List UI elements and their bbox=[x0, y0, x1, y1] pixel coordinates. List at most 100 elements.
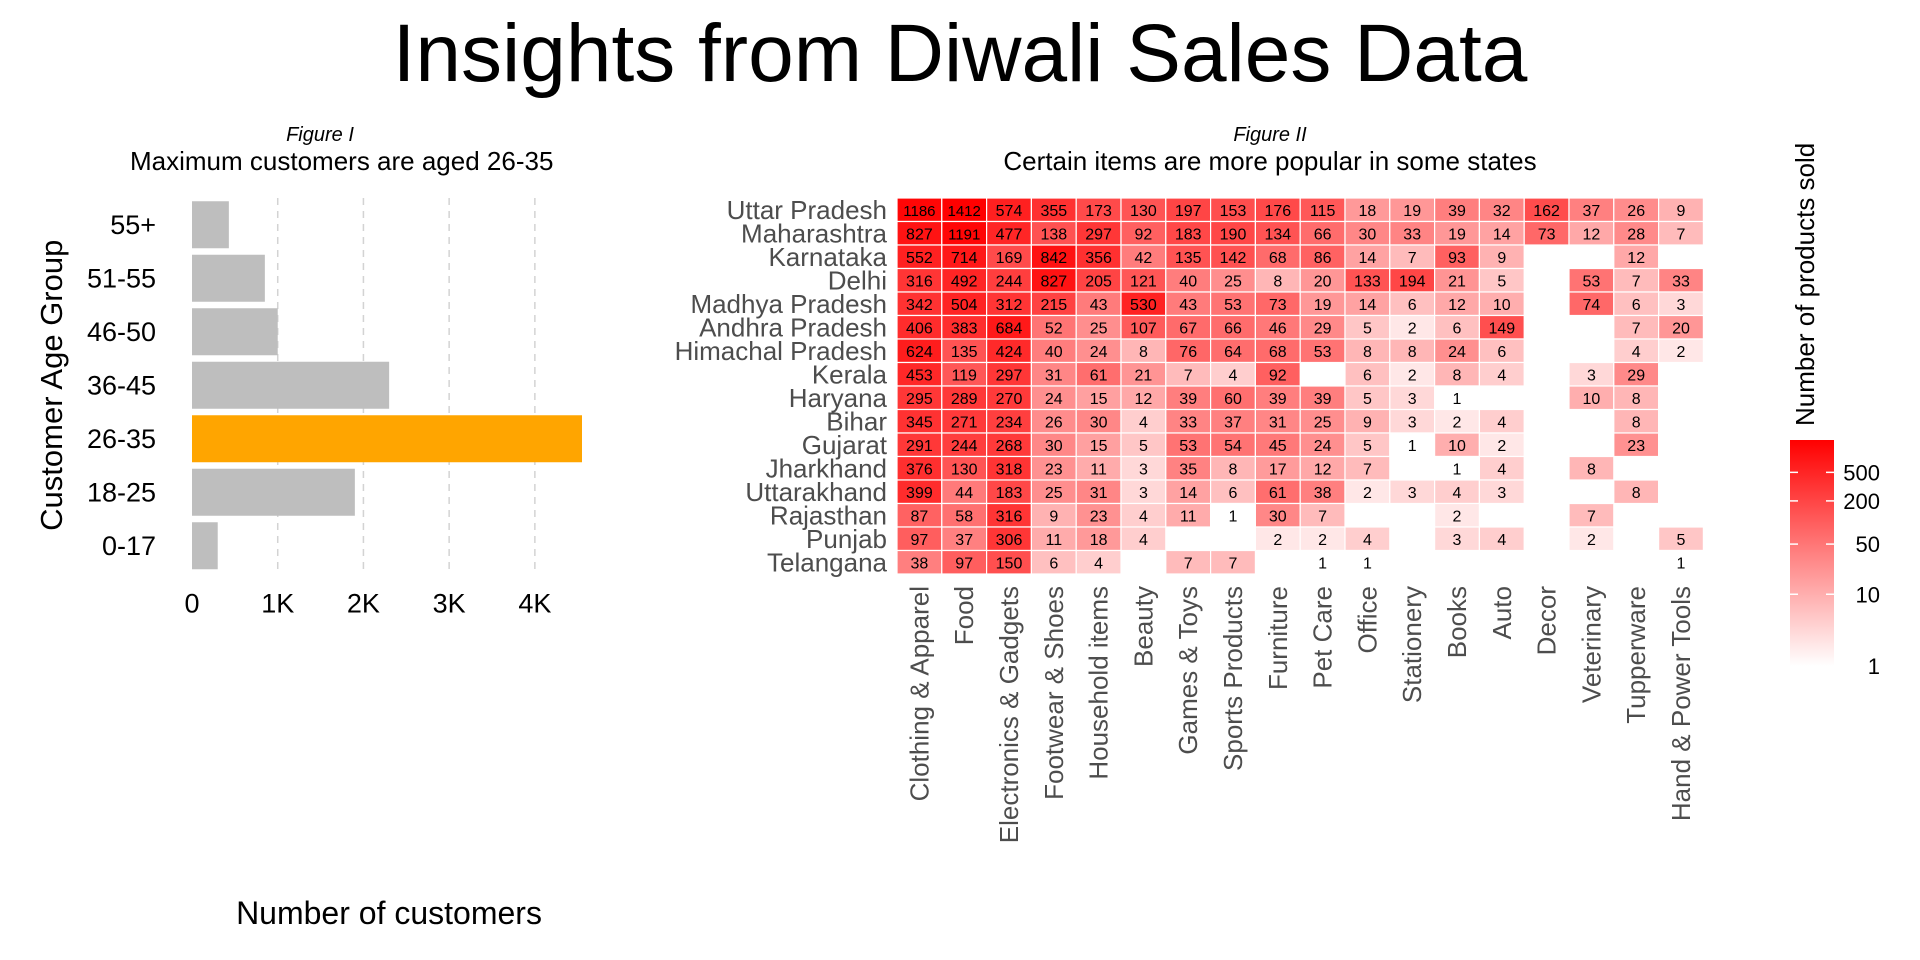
x-tick-label: 2K bbox=[347, 589, 380, 619]
heatmap-cell bbox=[1478, 361, 1525, 387]
cell-value: 31 bbox=[1269, 414, 1287, 431]
cell-value: 44 bbox=[955, 485, 973, 502]
cell-value: 714 bbox=[951, 250, 978, 267]
cell-value: 23 bbox=[1045, 461, 1063, 478]
cell-value: 234 bbox=[996, 414, 1023, 431]
cell-value: 173 bbox=[1085, 203, 1112, 220]
cell-value: 43 bbox=[1090, 297, 1108, 314]
cell-value: 406 bbox=[906, 320, 933, 337]
cell-value: 2 bbox=[1273, 532, 1282, 549]
cell-value: 530 bbox=[1130, 297, 1157, 314]
main-title: Insights from Diwali Sales Data bbox=[392, 8, 1528, 99]
column-label: Games & Toys bbox=[1173, 586, 1203, 755]
cell-value: 3 bbox=[1677, 297, 1686, 314]
cell-value: 8 bbox=[1139, 344, 1148, 361]
row-label: Uttarakhand bbox=[745, 477, 887, 507]
cell-value: 827 bbox=[1040, 273, 1067, 290]
legend-tick-label: 200 bbox=[1843, 489, 1880, 514]
bar-36-45 bbox=[192, 361, 390, 409]
cell-value: 2 bbox=[1408, 367, 1417, 384]
cell-value: 37 bbox=[1583, 203, 1601, 220]
bar-18-25 bbox=[192, 468, 355, 516]
cell-value: 68 bbox=[1269, 344, 1287, 361]
cell-value: 5 bbox=[1677, 532, 1686, 549]
column-label: Stationery bbox=[1397, 586, 1427, 703]
cell-value: 842 bbox=[1040, 250, 1067, 267]
cell-value: 291 bbox=[906, 438, 933, 455]
cell-value: 15 bbox=[1090, 438, 1108, 455]
bar-46-50 bbox=[192, 308, 278, 356]
cell-value: 183 bbox=[996, 485, 1023, 502]
cell-value: 1 bbox=[1318, 555, 1327, 572]
cell-value: 3 bbox=[1587, 367, 1596, 384]
column-label: Tupperware bbox=[1621, 586, 1651, 724]
cell-value: 4 bbox=[1363, 532, 1372, 549]
heatmap-cell bbox=[1478, 479, 1525, 505]
cell-value: 4 bbox=[1453, 485, 1462, 502]
cell-value: 25 bbox=[1090, 320, 1108, 337]
cell-value: 7 bbox=[1229, 555, 1238, 572]
row-label: Maharashtra bbox=[741, 218, 887, 248]
row-label: Andhra Pradesh bbox=[699, 312, 887, 342]
cell-value: 2 bbox=[1677, 344, 1686, 361]
cell-value: 33 bbox=[1403, 226, 1421, 243]
column-label: Auto bbox=[1487, 586, 1517, 640]
y-tick-label: 18-25 bbox=[87, 477, 156, 507]
cell-value: 244 bbox=[996, 273, 1023, 290]
color-legend-bar bbox=[1790, 440, 1834, 666]
cell-value: 355 bbox=[1040, 203, 1067, 220]
cell-value: 19 bbox=[1314, 297, 1332, 314]
y-tick-label: 36-45 bbox=[87, 370, 156, 400]
cell-value: 14 bbox=[1493, 226, 1511, 243]
cell-value: 42 bbox=[1135, 250, 1153, 267]
column-label: Decor bbox=[1532, 586, 1562, 656]
heatmap-cell bbox=[1657, 338, 1704, 364]
cell-value: 5 bbox=[1363, 391, 1372, 408]
column-label: Office bbox=[1352, 586, 1382, 653]
cell-value: 14 bbox=[1359, 250, 1377, 267]
cell-value: 133 bbox=[1354, 273, 1381, 290]
cell-value: 52 bbox=[1045, 320, 1063, 337]
cell-value: 1191 bbox=[948, 226, 980, 243]
cell-value: 5 bbox=[1363, 438, 1372, 455]
x-tick-label: 4K bbox=[518, 589, 551, 619]
cell-value: 46 bbox=[1269, 320, 1287, 337]
cell-value: 61 bbox=[1090, 367, 1108, 384]
cell-value: 295 bbox=[906, 391, 933, 408]
x-tick-label: 3K bbox=[433, 589, 466, 619]
cell-value: 4 bbox=[1139, 414, 1148, 431]
cell-value: 289 bbox=[951, 391, 978, 408]
cell-value: 24 bbox=[1314, 438, 1332, 455]
column-label: Beauty bbox=[1128, 586, 1158, 667]
legend-tick-label: 10 bbox=[1856, 582, 1880, 607]
cell-value: 39 bbox=[1179, 391, 1197, 408]
x-tick-label: 0 bbox=[184, 589, 199, 619]
cell-value: 215 bbox=[1040, 297, 1067, 314]
cell-value: 8 bbox=[1363, 344, 1372, 361]
cell-value: 43 bbox=[1179, 297, 1197, 314]
cell-value: 2 bbox=[1318, 532, 1327, 549]
cell-value: 1412 bbox=[948, 203, 981, 220]
cell-value: 73 bbox=[1538, 226, 1556, 243]
cell-value: 7 bbox=[1184, 555, 1193, 572]
cell-value: 1 bbox=[1408, 438, 1417, 455]
cell-value: 2 bbox=[1363, 485, 1372, 502]
cell-value: 6 bbox=[1497, 344, 1506, 361]
row-label: Karnataka bbox=[768, 242, 887, 272]
cell-value: 24 bbox=[1448, 344, 1466, 361]
cell-value: 504 bbox=[951, 297, 978, 314]
cell-value: 25 bbox=[1314, 414, 1332, 431]
cell-value: 7 bbox=[1587, 508, 1596, 525]
bar-26-35 bbox=[192, 415, 582, 463]
bar-0-17 bbox=[192, 522, 218, 570]
cell-value: 10 bbox=[1493, 297, 1511, 314]
cell-value: 29 bbox=[1314, 320, 1332, 337]
cell-value: 30 bbox=[1359, 226, 1377, 243]
cell-value: 312 bbox=[996, 297, 1023, 314]
cell-value: 6 bbox=[1453, 320, 1462, 337]
cell-value: 9 bbox=[1677, 203, 1686, 220]
cell-value: 2 bbox=[1453, 508, 1462, 525]
heatmap-cell bbox=[1613, 479, 1660, 505]
cell-value: 2 bbox=[1408, 320, 1417, 337]
